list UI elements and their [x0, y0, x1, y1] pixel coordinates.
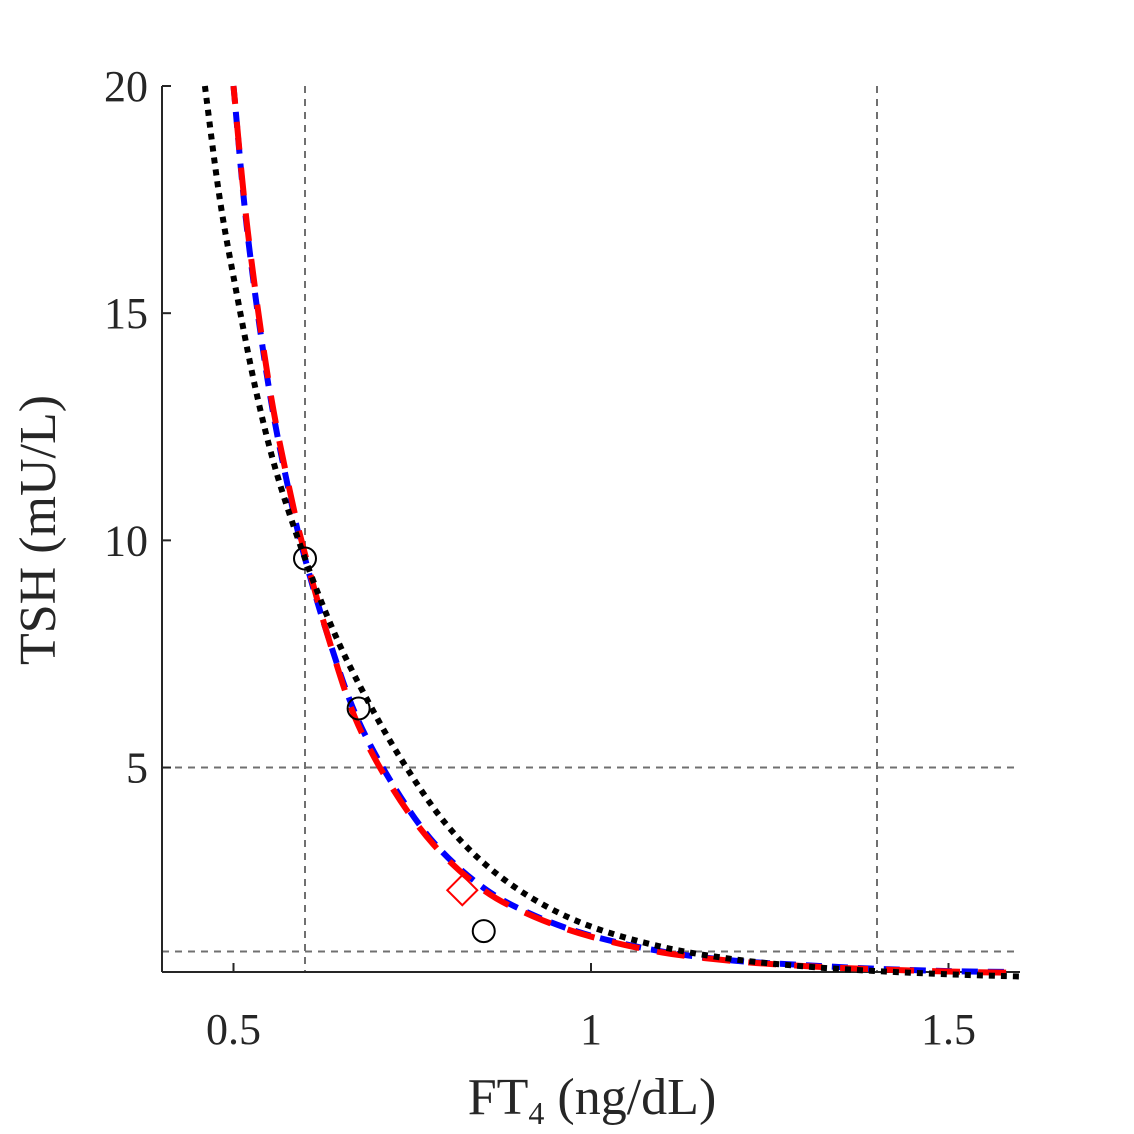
y-tick-label: 5 [126, 744, 148, 793]
axes [161, 85, 1020, 973]
x-axis-title: FT4 (ng/dL) [468, 1069, 717, 1131]
y-axis-title: TSH (mU/L) [10, 395, 67, 665]
tick-labels: 0.5 1 1.5 5 10 15 20 [104, 62, 976, 1054]
series-layer [201, 85, 1021, 980]
marker-circle [293, 546, 317, 571]
y-tick-label: 20 [104, 62, 148, 111]
series-line-model-3 [201, 85, 1021, 980]
y-tick-label: 15 [104, 289, 148, 338]
x-tick-label: 1 [580, 1005, 602, 1054]
marker-diamond [445, 873, 479, 907]
x-tick-label: 1.5 [921, 1005, 976, 1054]
x-axis-title-unit: (ng/dL) [544, 1069, 716, 1126]
reference-lines [162, 86, 1020, 972]
x-axis-title-subscript: 4 [528, 1095, 544, 1131]
y-tick-label: 10 [104, 516, 148, 565]
marker-layer [293, 546, 496, 944]
marker-circle [346, 696, 371, 721]
series-line-model-2 [230, 85, 1021, 976]
x-tick-label: 0.5 [206, 1005, 261, 1054]
x-axis-title-main: FT [468, 1069, 529, 1126]
marker-circle [471, 919, 496, 944]
